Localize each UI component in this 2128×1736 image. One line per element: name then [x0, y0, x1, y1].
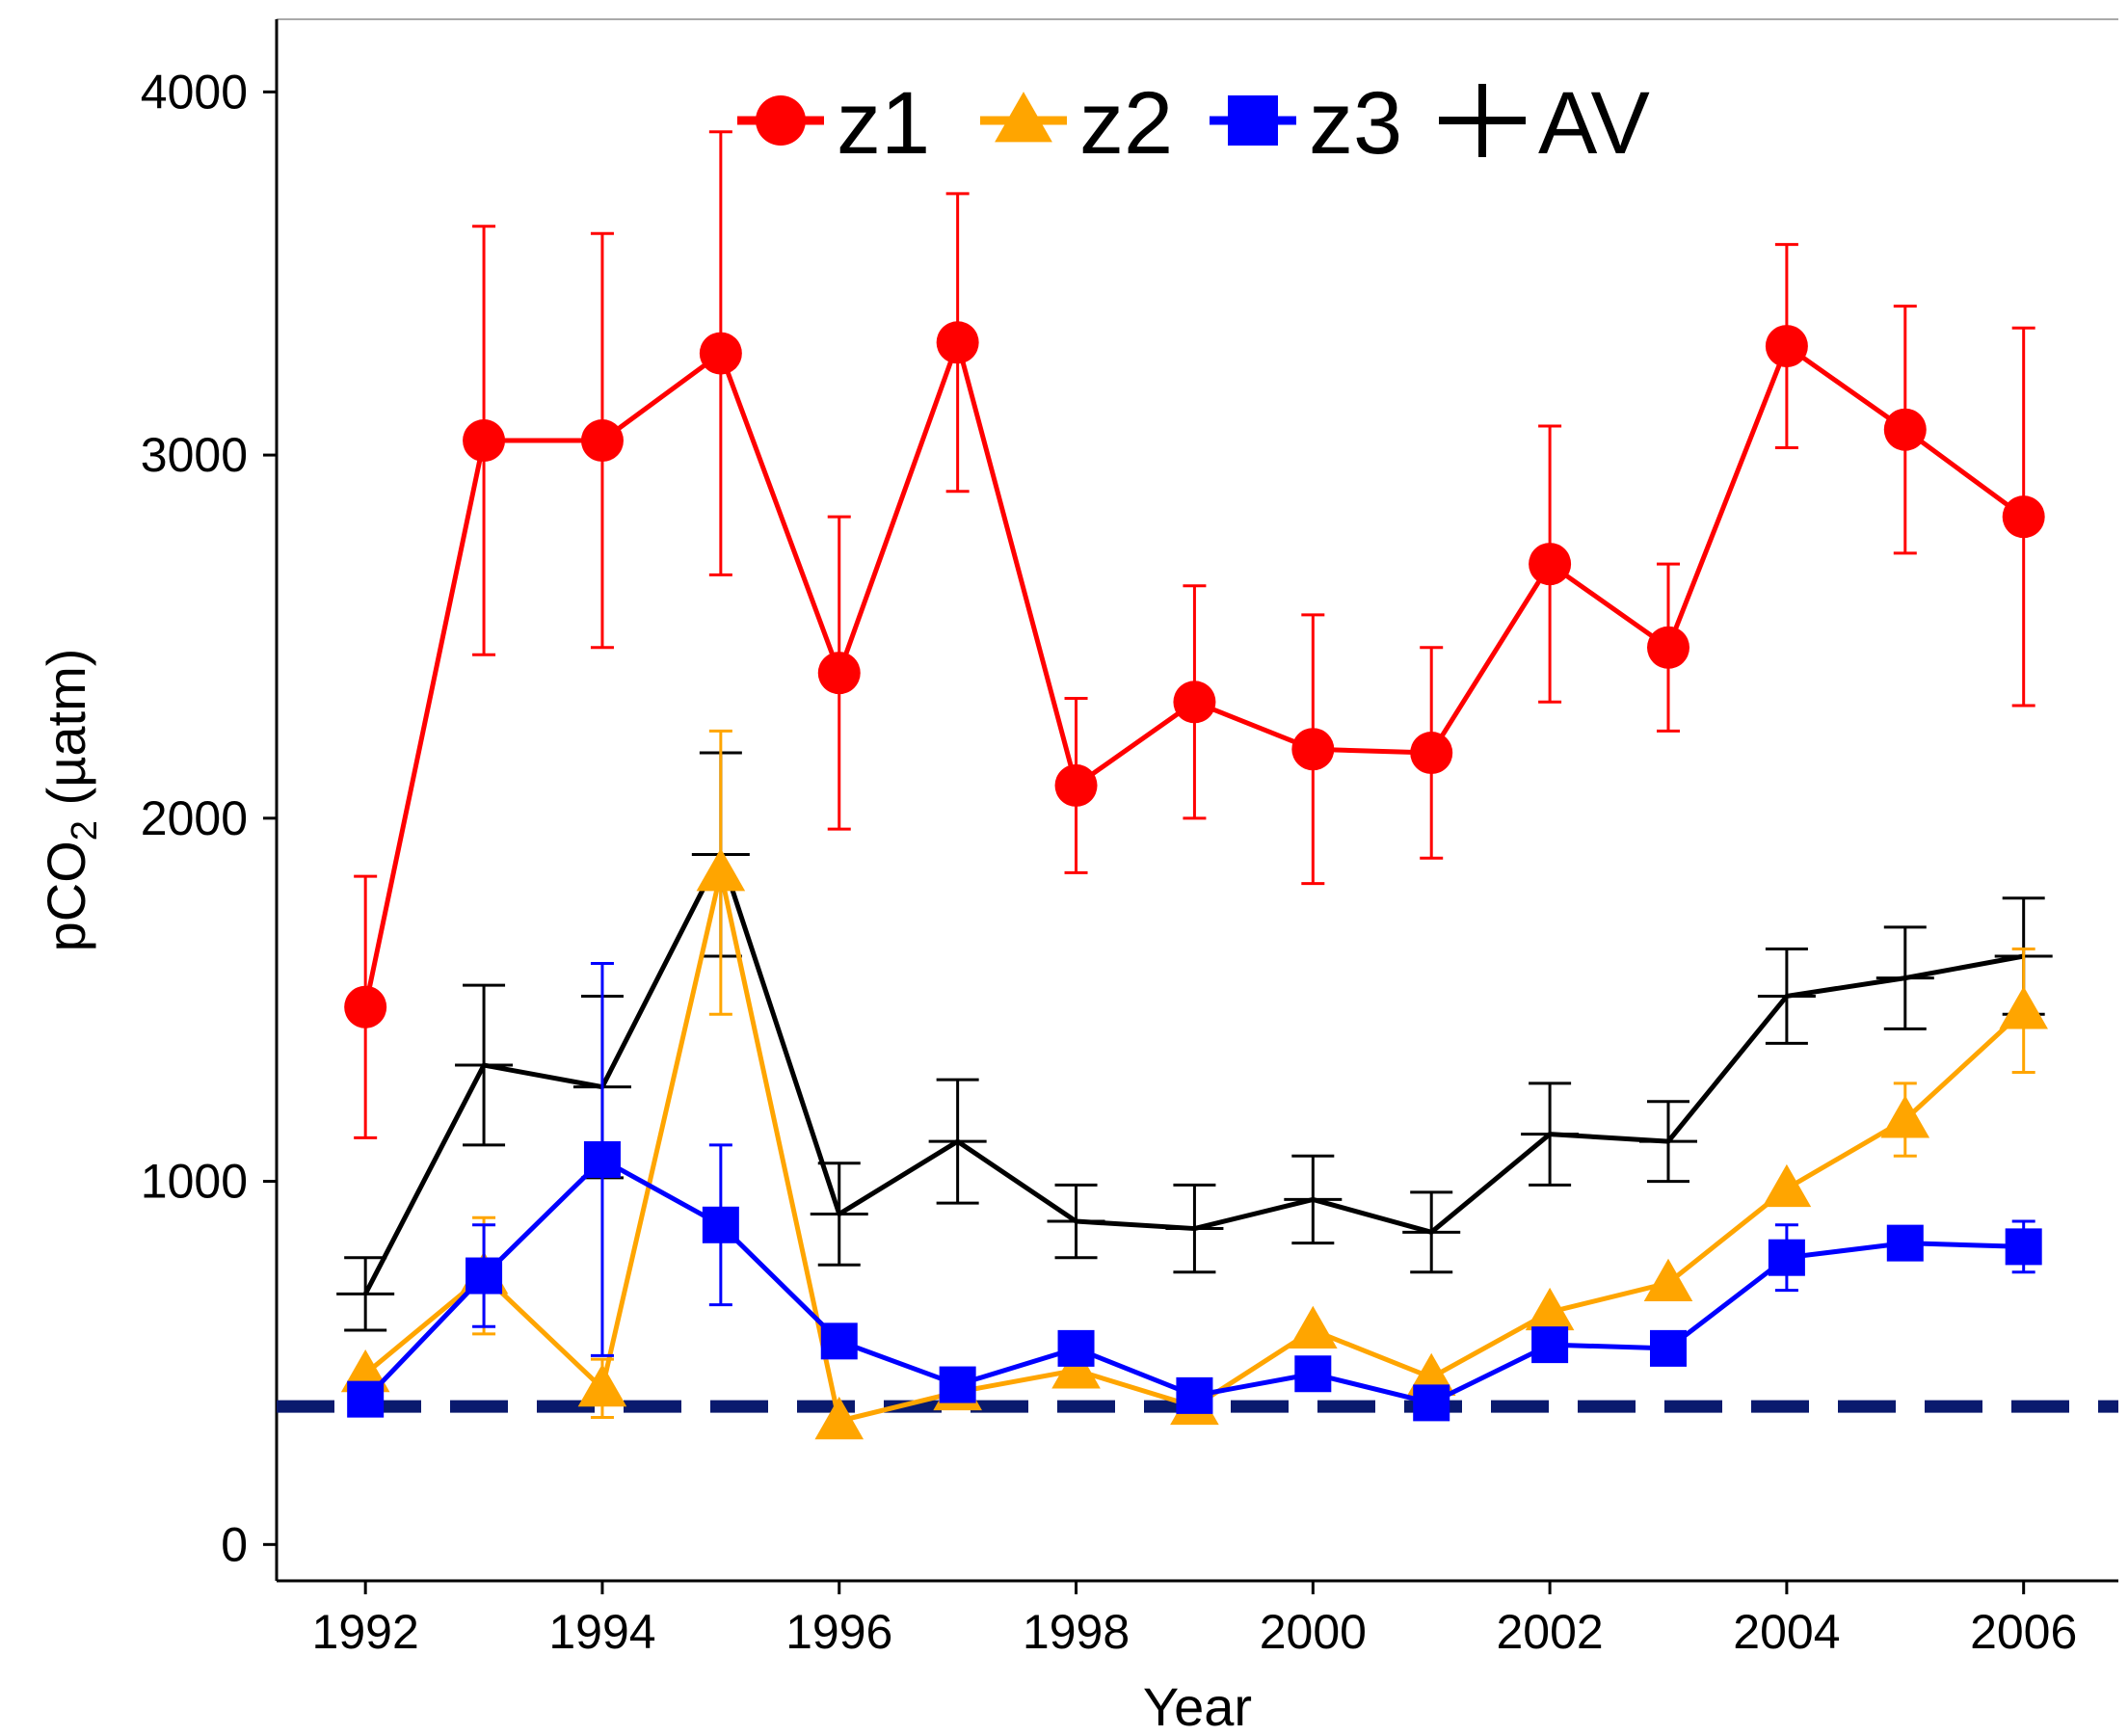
x-tick-label: 1996 [785, 1605, 892, 1659]
x-tick-label: 2004 [1733, 1605, 1840, 1659]
y-axis-title-prefix: pCO [36, 841, 96, 951]
legend-item-z3: z3 [1210, 74, 1402, 173]
y-tick-label: 1000 [141, 1155, 248, 1209]
data-point-z3 [1886, 1224, 1924, 1262]
data-point-z1 [1765, 325, 1808, 368]
y-axis-title: pCO2 (µatm) [36, 649, 105, 952]
x-tick-label: 2002 [1496, 1605, 1603, 1659]
data-point-z2 [1525, 1287, 1575, 1331]
legend-key-marker-z1 [756, 95, 806, 146]
y-axis-title-subscript: 2 [65, 820, 105, 841]
data-point-z3 [1768, 1239, 1805, 1276]
y-tick-label: 3000 [141, 428, 248, 482]
data-point-z2 [1643, 1258, 1693, 1302]
data-point-z3 [1650, 1329, 1688, 1367]
legend-key-marker-z3 [1228, 95, 1278, 146]
legend: z1 z2 z3 AV [737, 74, 1650, 173]
x-tick-label: 2000 [1260, 1605, 1367, 1659]
series-z3 [347, 962, 2042, 1422]
data-point-z3 [347, 1380, 385, 1418]
y-axis-title-suffix: (µatm) [36, 649, 96, 820]
data-point-z3 [583, 1140, 621, 1178]
axes: 0 1000 2000 3000 4000 1992 1994 1996 1998 2000 200… [141, 18, 2118, 1659]
data-point-z2 [577, 1364, 627, 1407]
x-tick-label: 1998 [1023, 1605, 1130, 1659]
data-point-z3 [1531, 1326, 1569, 1364]
data-point-z1 [2002, 495, 2045, 539]
legend-label-z3: z3 [1309, 74, 1402, 173]
data-point-z3 [466, 1257, 503, 1295]
data-point-z1 [1054, 763, 1098, 807]
data-point-z3 [1413, 1384, 1450, 1422]
data-point-z3 [939, 1366, 976, 1403]
data-point-z1 [699, 332, 742, 375]
data-point-z2 [1762, 1163, 1812, 1208]
y-tick-label: 0 [221, 1517, 248, 1571]
data-point-z3 [820, 1322, 858, 1360]
legend-item-z2: z2 [980, 74, 1173, 173]
data-point-z1 [344, 985, 387, 1028]
data-point-z1 [1173, 681, 1216, 724]
series-z1 [344, 130, 2045, 1139]
data-point-z3 [2005, 1228, 2042, 1266]
data-point-z3 [1176, 1376, 1213, 1414]
x-tick-label: 1992 [312, 1605, 419, 1659]
data-point-z3 [1294, 1355, 1332, 1393]
y-tick-label: 4000 [141, 65, 248, 119]
legend-item-AV: AV [1439, 74, 1650, 173]
data-point-z1 [1291, 728, 1335, 771]
legend-label-z1: z1 [837, 74, 930, 173]
data-point-z1 [1529, 543, 1572, 586]
data-point-z1 [1647, 626, 1690, 669]
data-point-z3 [1057, 1329, 1095, 1367]
data-point-z1 [817, 652, 861, 695]
x-tick-label: 2006 [1970, 1605, 2077, 1659]
legend-label-AV: AV [1538, 74, 1650, 173]
data-point-z2 [1880, 1095, 1930, 1138]
y-tick-label: 2000 [141, 791, 248, 845]
legend-label-z2: z2 [1079, 74, 1173, 173]
x-tick-label: 1994 [548, 1605, 655, 1659]
data-point-z1 [936, 321, 979, 364]
legend-item-z1: z1 [737, 74, 930, 173]
data-point-z2 [696, 848, 746, 892]
data-point-z2 [814, 1396, 864, 1440]
data-point-z2 [1999, 986, 2048, 1029]
series-AV [336, 751, 2053, 1332]
x-axis-title: Year [1143, 1676, 1252, 1736]
data-point-z3 [702, 1206, 739, 1243]
series-layer [336, 130, 2053, 1440]
data-point-z2 [1051, 1346, 1101, 1389]
data-point-z1 [1410, 732, 1453, 775]
data-point-z1 [463, 419, 506, 463]
legend-key-marker-z2 [995, 92, 1052, 143]
data-point-z1 [580, 419, 624, 463]
data-point-z2 [1289, 1305, 1338, 1349]
data-point-z1 [1883, 408, 1927, 451]
